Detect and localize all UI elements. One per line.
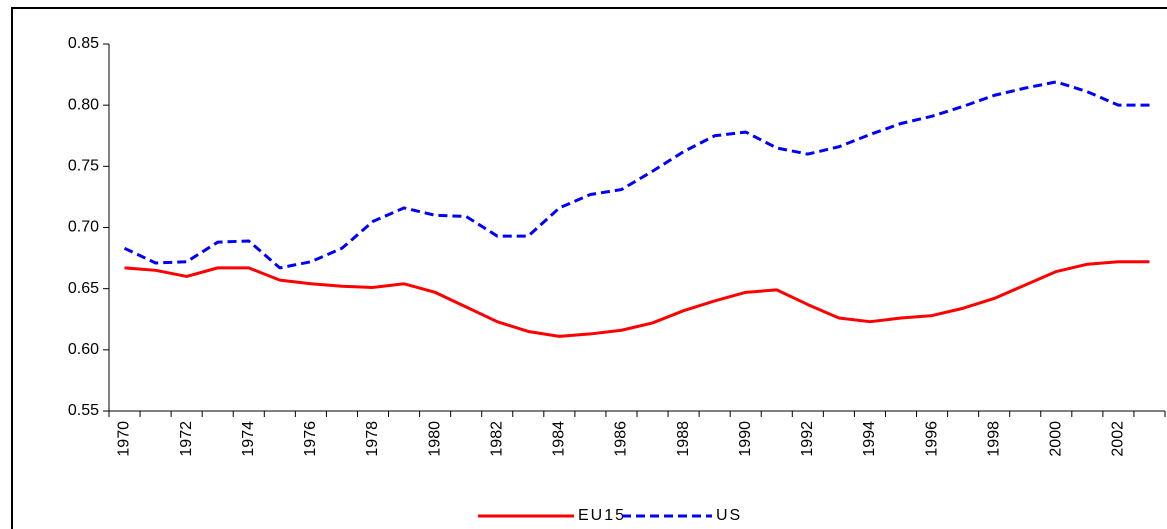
x-tick-label: 1976 <box>302 421 319 457</box>
x-tick-label: 1986 <box>613 421 630 457</box>
x-tick-label: 2002 <box>1110 421 1127 457</box>
x-tick-label: 1978 <box>364 421 381 457</box>
x-tick-label: 1974 <box>240 421 257 457</box>
x-tick-label: 1984 <box>551 421 568 457</box>
x-tick-label: 1996 <box>923 421 940 457</box>
chart-frame <box>11 7 1167 529</box>
x-tick-label: 1990 <box>737 421 754 457</box>
y-tick-label: 0.80 <box>68 96 99 113</box>
x-tick-label: 1982 <box>488 421 505 457</box>
x-tick-label: 1980 <box>426 421 443 457</box>
legend-label: EU15 <box>578 507 626 524</box>
y-tick-label: 0.85 <box>68 35 99 52</box>
x-tick-label: 1998 <box>985 421 1002 457</box>
y-tick-label: 0.65 <box>68 280 99 297</box>
x-tick-label: 1970 <box>116 421 133 457</box>
y-tick-label: 0.60 <box>68 341 99 358</box>
x-tick-label: 1992 <box>799 421 816 457</box>
x-tick-label: 2000 <box>1048 421 1065 457</box>
x-tick-label: 1972 <box>178 421 195 457</box>
y-tick-label: 0.75 <box>68 158 99 175</box>
x-tick-label: 1988 <box>675 421 692 457</box>
legend-label: US <box>716 507 742 524</box>
y-tick-label: 0.55 <box>68 402 99 419</box>
y-tick-label: 0.70 <box>68 219 99 236</box>
x-tick-label: 1994 <box>861 421 878 457</box>
data-line <box>124 260 1150 338</box>
data-line <box>123 80 1150 270</box>
